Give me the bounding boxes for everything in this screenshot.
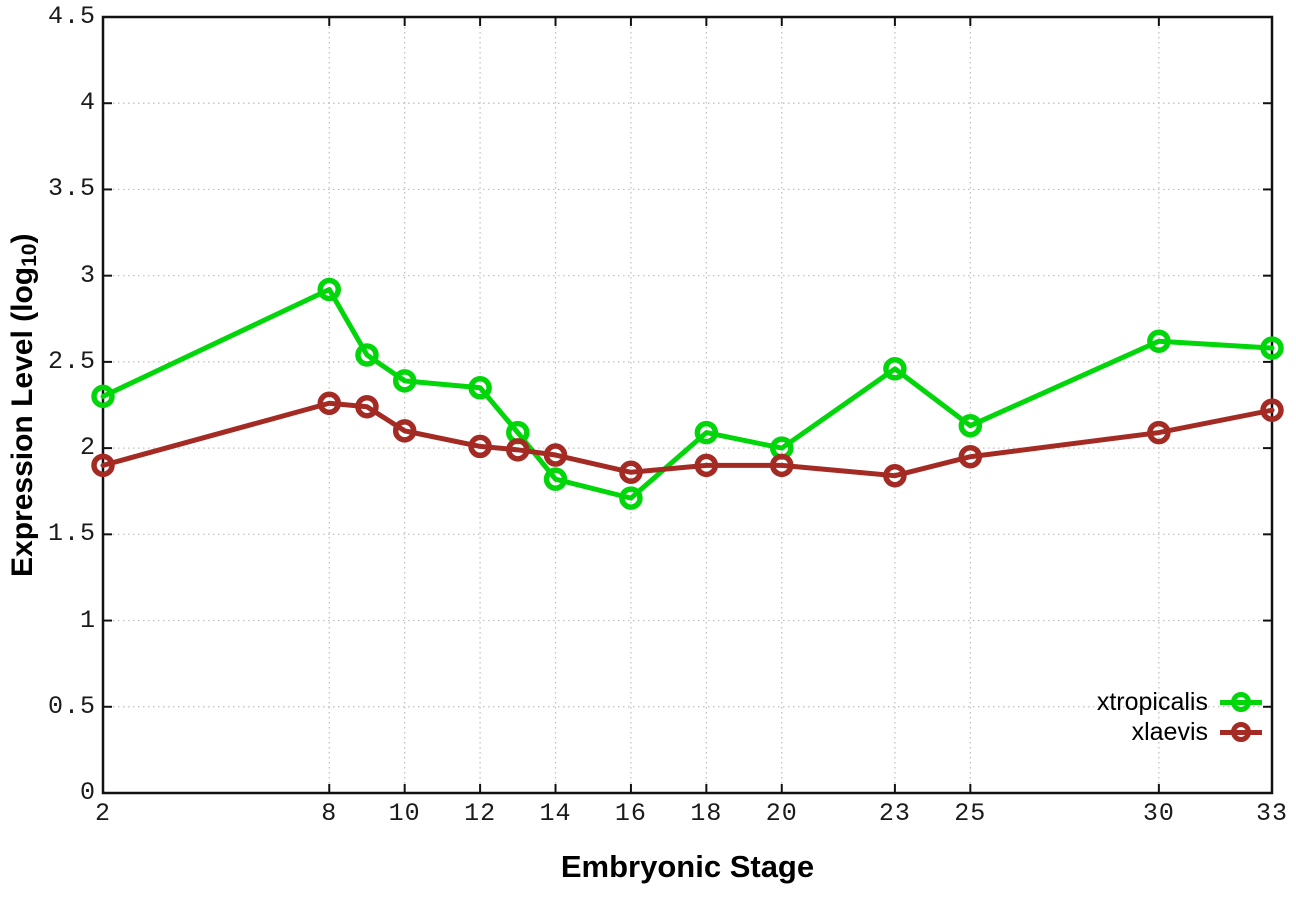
y-axis-title-text: Expression Level (log (6, 266, 39, 577)
legend-circle-marker-icon (1231, 722, 1251, 742)
data-point-xlaevis (317, 391, 342, 416)
legend-marker-xtropicalis (1220, 689, 1262, 715)
data-point-xlaevis (694, 453, 719, 478)
x-axis-title: Embryonic Stage (560, 849, 815, 884)
y-axis-title-close: ) (6, 233, 39, 244)
data-point-xlaevis (392, 419, 417, 443)
series-line-xlaevis (100, 400, 1275, 479)
data-point-xtropicalis (958, 413, 983, 438)
y-axis-title-subscript: 10 (18, 243, 41, 267)
data-point-xlaevis (619, 460, 643, 485)
data-point-xtropicalis (355, 343, 379, 367)
legend-item-xlaevis: xlaevis (1097, 717, 1262, 747)
legend: xtropicalis xlaevis (1097, 687, 1262, 747)
data-point-xlaevis (468, 434, 492, 459)
legend-marker-xlaevis (1220, 719, 1262, 745)
plot-border (101, 15, 1274, 795)
legend-item-xtropicalis: xtropicalis (1097, 687, 1262, 717)
data-point-xlaevis (1260, 398, 1284, 422)
data-point-xtropicalis (91, 384, 115, 409)
data-point-xtropicalis (317, 277, 342, 302)
data-point-xtropicalis (619, 486, 643, 510)
data-point-xtropicalis (468, 376, 492, 400)
data-point-xlaevis (958, 444, 983, 469)
data-point-xtropicalis (543, 467, 568, 491)
legend-circle-marker-icon (1231, 692, 1251, 712)
data-point-xtropicalis (883, 357, 907, 381)
data-point-xlaevis (355, 394, 379, 419)
data-point-xlaevis (543, 443, 568, 467)
data-point-xlaevis (883, 463, 907, 488)
legend-label-xlaevis: xlaevis (1131, 717, 1208, 746)
data-point-xlaevis (770, 453, 794, 478)
data-point-xtropicalis (694, 420, 719, 445)
data-point-xtropicalis (392, 369, 417, 393)
data-point-xtropicalis (1147, 329, 1171, 353)
data-point-xlaevis (91, 453, 115, 478)
data-point-xlaevis (1147, 420, 1171, 445)
legend-label-xtropicalis: xtropicalis (1096, 687, 1208, 716)
data-point-xlaevis (506, 438, 530, 462)
y-axis-title: Expression Level (log10) (0, 17, 46, 793)
data-point-xtropicalis (1260, 336, 1284, 360)
